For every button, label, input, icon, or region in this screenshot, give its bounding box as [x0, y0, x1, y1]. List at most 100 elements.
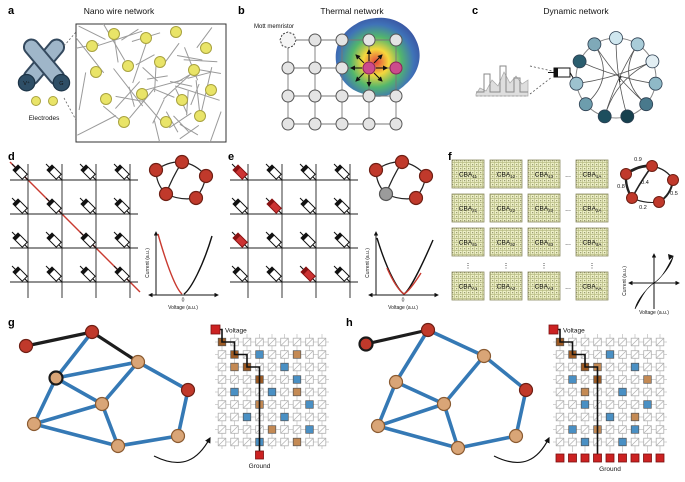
row-ellipsis: ⋮ [589, 263, 596, 270]
nanowire-node [118, 116, 130, 128]
signal-connector-lines [529, 65, 553, 95]
ring-node [572, 54, 587, 69]
graph-network [358, 322, 534, 456]
crossbar-schematic [229, 161, 358, 298]
nanowire-node [160, 116, 172, 128]
nanowire-node [140, 32, 152, 44]
panel-d-graphic: Current (a.u.) 0 Voltage (a.u.) [9, 154, 219, 311]
voltage-axis-label: Voltage (a.u.) [168, 305, 198, 311]
ground-terminal [605, 453, 615, 463]
memristor-cell-active [605, 350, 615, 359]
panel-b-graphic: Mott memristor [254, 17, 420, 131]
ring-node [630, 37, 645, 52]
electrodes-label: Electrodes [29, 115, 60, 122]
highlighted-node [358, 336, 374, 352]
mott-memristor-node [279, 31, 297, 49]
crossbar-grid [553, 334, 667, 452]
cba-array-grid: CBA11 CBA12 CBA13 CBA1A... CBA21 CBA22 CBA23 CB… [451, 159, 609, 301]
current-axis-label: Current (a.u.) [365, 248, 371, 278]
panel-c: c Dynamic network t [470, 4, 682, 148]
col-ellipsis: ... [565, 240, 571, 247]
memristor-cell-active [630, 362, 640, 372]
panel-g-graphic: Voltage Ground [18, 324, 329, 470]
origin-label: 0 [402, 298, 405, 304]
cba-label: CBA22 [497, 206, 516, 214]
panel-f-graphic: CBA11 CBA12 CBA13 CBA1A... CBA21 CBA22 CBA23 CB… [451, 157, 680, 316]
iv-plot: Current (a.u.) 0 Voltage (a.u.) [145, 231, 219, 311]
nanowire [190, 83, 200, 106]
memristor-cell-active [630, 425, 640, 434]
cba-label: CBA13 [535, 172, 554, 180]
nanowire-junction-nodes [86, 26, 217, 128]
ring-node [587, 37, 602, 52]
voltage-terminal [548, 324, 559, 335]
nanowire [177, 55, 203, 61]
crossbar-overlay: Voltage Ground [548, 324, 665, 473]
panel-h-graphic: Voltage Ground [358, 322, 667, 473]
cba-block [527, 227, 561, 257]
nanowire-node [200, 42, 212, 54]
cba-label: CBAA1 [459, 284, 478, 292]
memristor-cell-active [280, 362, 289, 372]
memristor-cell-active [292, 437, 302, 447]
ground-terminal [255, 450, 264, 460]
crossbar-schematic [9, 161, 141, 298]
nanowire-node [136, 88, 148, 100]
loop-direction-arrow [668, 254, 674, 260]
nanowire-node [100, 93, 112, 105]
panel-f-label: f [448, 151, 452, 163]
memristor-cell-active [292, 350, 302, 359]
weighted-network-graph: 0.9 0.5 0.4 0.2 0.8 [617, 157, 679, 211]
memristor-cell-active [305, 425, 314, 434]
cba-block [489, 227, 523, 257]
nanowire [113, 68, 144, 107]
iv-curve-black [183, 235, 213, 295]
memristor-cell-active [230, 362, 239, 372]
weight-label: 0.8 [617, 184, 625, 190]
ring-chord [615, 37, 628, 117]
ground-terminal [555, 453, 565, 463]
panel-e-graphic: Current (a.u.) 0 Voltage (a.u.) [229, 154, 439, 311]
nanowire [179, 124, 200, 140]
ring-chord [585, 44, 604, 105]
nanowire-node [188, 64, 200, 76]
nanowire [147, 75, 168, 80]
ring-node [578, 97, 593, 112]
iv-curve-red [157, 233, 183, 295]
ring-node [609, 31, 623, 45]
crossbar-grid [215, 334, 329, 449]
hysteresis-loop [634, 256, 674, 310]
nanowire-node [205, 84, 217, 96]
panel-d-label: d [8, 151, 15, 163]
inactive-node [378, 186, 394, 202]
memristor-cell-active [618, 437, 627, 447]
cba-block [451, 271, 485, 301]
nanowire-node [154, 56, 166, 68]
hysteresis-plot: Current (a.u.) Voltage (a.u.) [622, 253, 680, 316]
cba-block [451, 159, 485, 189]
nanowire [152, 99, 165, 124]
ground-electrode-circle [52, 73, 71, 92]
cba-label: CBA12 [497, 172, 516, 180]
nanowire [144, 79, 183, 91]
iv-curve-black [376, 237, 434, 295]
nanowire [153, 120, 161, 142]
ground-terminal [618, 453, 627, 463]
iv-plot: Current (a.u.) 0 Voltage (a.u.) [365, 231, 439, 311]
voltage-electrode-label: V⁺ [23, 80, 30, 87]
row-ellipsis: ⋮ [541, 263, 548, 270]
cba-label: CBAAA [582, 284, 601, 292]
ground-terminal [655, 453, 665, 463]
nanowire-node [170, 26, 182, 38]
nanowire [187, 71, 211, 79]
memristor-cell-active [242, 412, 252, 422]
memristor-cell-active [618, 387, 627, 397]
ground-terminal [630, 453, 640, 463]
memristor-cell-active [267, 425, 277, 434]
iv-curve-red [386, 267, 422, 295]
cba-block [451, 227, 485, 257]
panel-b: b Thermal network [236, 4, 468, 148]
electrode-icon: V⁺ G Electrodes [17, 38, 71, 122]
nanowire [76, 36, 105, 74]
memristor-cell-active [305, 400, 314, 409]
